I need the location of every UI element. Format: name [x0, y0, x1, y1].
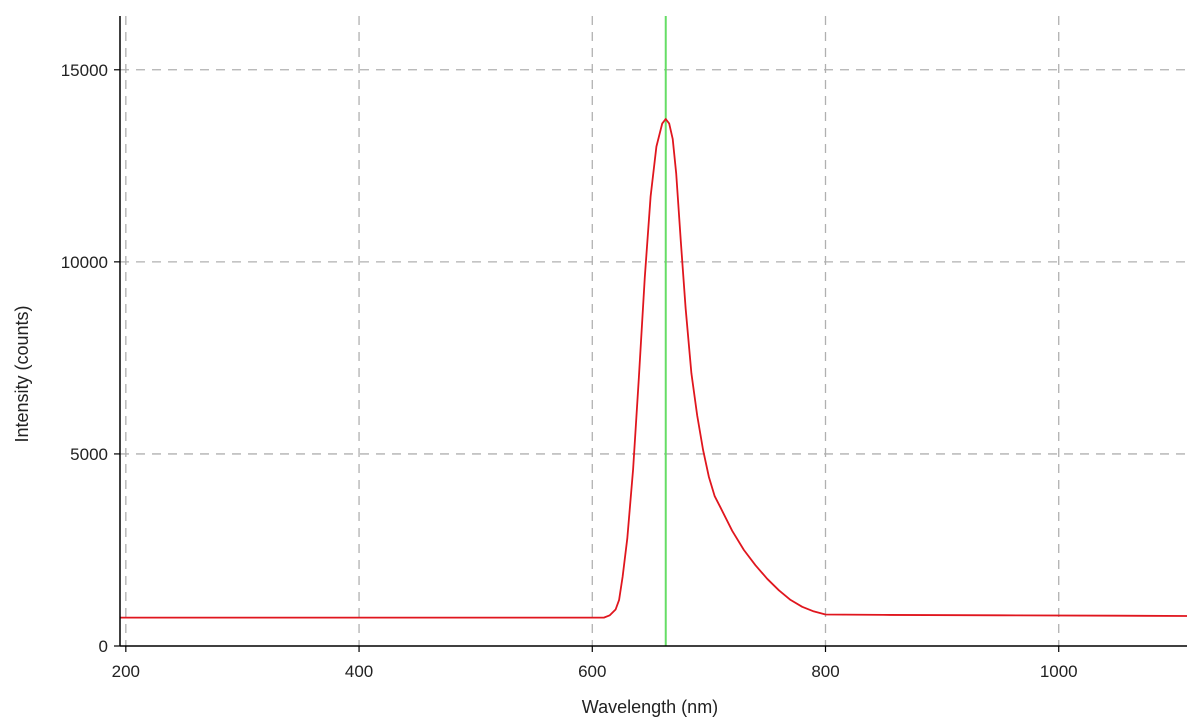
x-axis-title: Wavelength (nm) — [582, 697, 718, 717]
x-tick-label: 600 — [578, 662, 606, 681]
y-tick-label: 15000 — [61, 61, 108, 80]
x-tick-label: 800 — [811, 662, 839, 681]
x-tick-label: 200 — [112, 662, 140, 681]
series-layer — [120, 118, 1187, 619]
y-axis-title: Intensity (counts) — [12, 305, 32, 442]
spectrum-line — [120, 118, 1187, 619]
y-tick-label: 10000 — [61, 253, 108, 272]
x-tick-label: 1000 — [1040, 662, 1078, 681]
x-tick-label: 400 — [345, 662, 373, 681]
axes — [119, 16, 1187, 647]
grid — [120, 16, 1187, 646]
y-tick-label: 5000 — [70, 445, 108, 464]
y-tick-label: 0 — [99, 637, 108, 656]
